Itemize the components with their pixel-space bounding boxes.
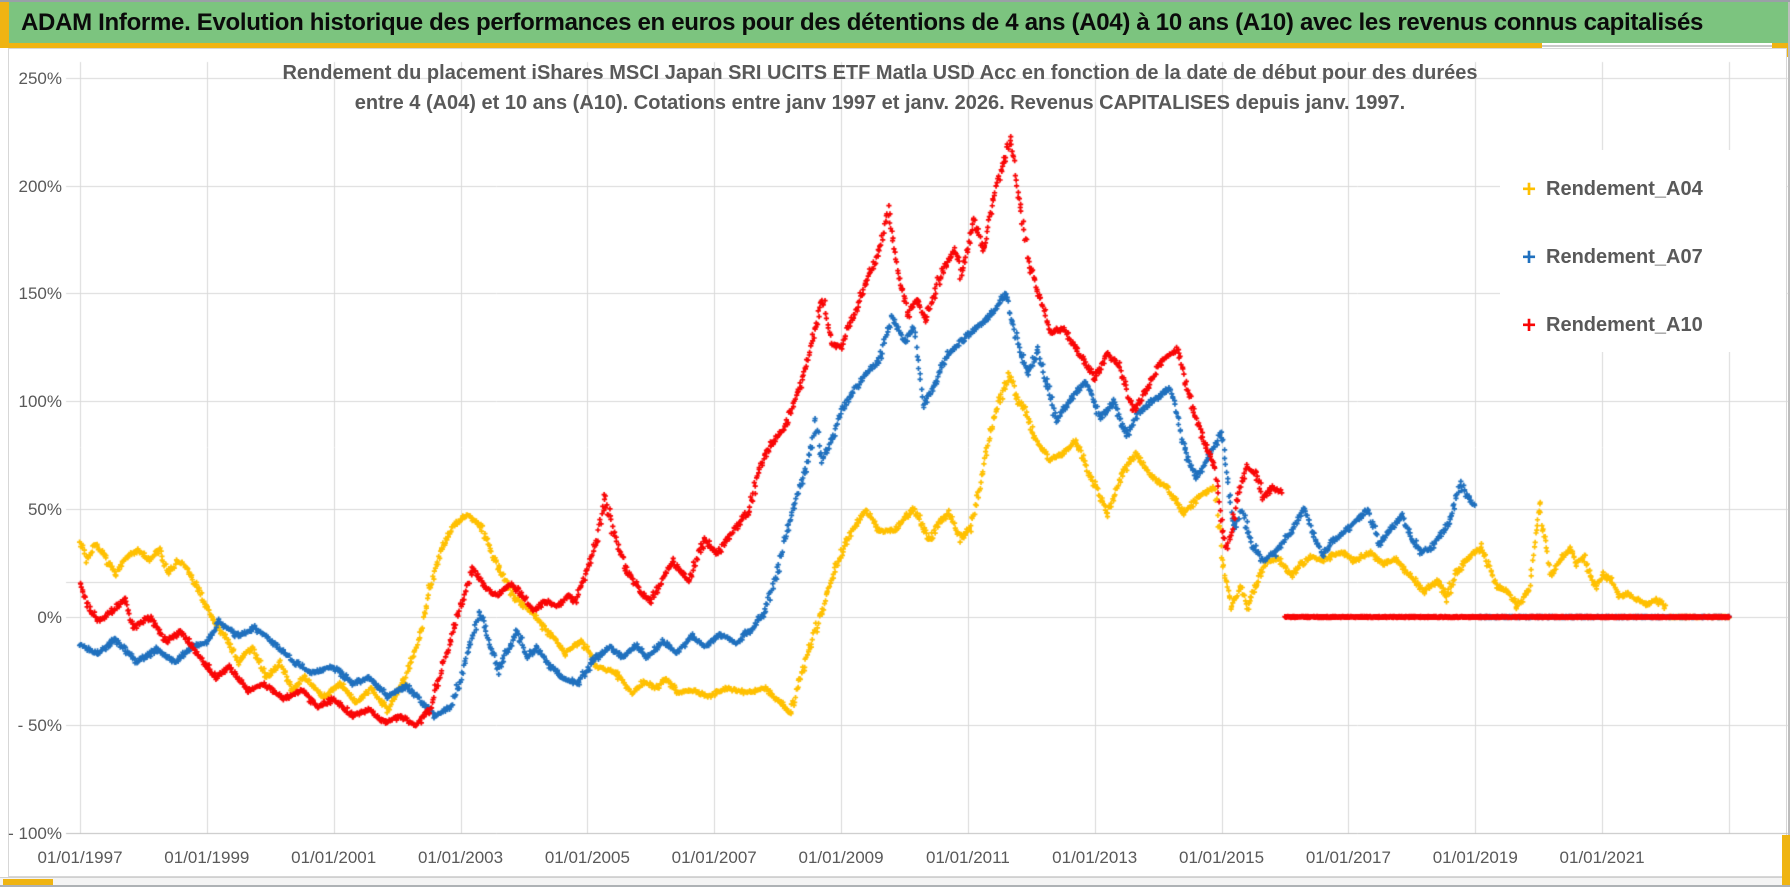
y-axis-label: 200% xyxy=(18,176,62,196)
x-axis-label: 01/01/1999 xyxy=(164,848,250,867)
chart-title-line1: Rendement du placement iShares MSCI Japa… xyxy=(282,62,1478,84)
plus-marker-icon: + xyxy=(1522,175,1537,203)
x-axis-label: 01/01/2005 xyxy=(544,848,630,867)
x-axis-label: 01/01/2019 xyxy=(1432,848,1518,867)
x-axis-label: 01/01/2007 xyxy=(671,848,757,867)
y-axis-label: 150% xyxy=(18,284,62,304)
bottom-border xyxy=(0,885,1790,887)
x-axis-label: 01/01/2009 xyxy=(798,848,884,867)
x-axis-label: 01/01/2015 xyxy=(1179,848,1265,867)
x-axis-label: 01/01/2021 xyxy=(1559,848,1645,867)
y-axis-label: 0% xyxy=(37,608,62,627)
legend-item-label: Rendement_A10 xyxy=(1546,314,1703,336)
chart-title-line2: entre 4 (A04) et 10 ans (A10). Cotations… xyxy=(354,92,1406,114)
horizontal-scrollbar[interactable] xyxy=(0,878,1790,886)
legend-item-label: Rendement_A04 xyxy=(1546,178,1703,200)
y-axis-label: 250% xyxy=(18,68,62,88)
y-axis-label: 50% xyxy=(27,500,62,520)
plus-marker-icon: + xyxy=(1522,311,1537,339)
x-axis-label: 01/01/2017 xyxy=(1305,848,1391,867)
scrollbar-thumb[interactable] xyxy=(3,879,53,885)
legend-item-a04[interactable]: + Rendement_A04 xyxy=(1522,175,1703,203)
x-axis-label: 01/01/2011 xyxy=(925,848,1010,867)
y-axis-label: - 50% xyxy=(17,715,62,735)
legend-item-a07[interactable]: + Rendement_A07 xyxy=(1522,243,1703,271)
y-axis-label: 100% xyxy=(18,392,62,412)
legend-item-a10[interactable]: + Rendement_A10 xyxy=(1522,311,1703,339)
legend: + Rendement_A04 + Rendement_A07 + Rendem… xyxy=(1500,150,1786,352)
x-axis-label: 01/01/2013 xyxy=(1052,848,1138,867)
x-axis-label: 01/01/2001 xyxy=(291,848,377,867)
y-axis-label: - 100% xyxy=(8,823,62,843)
x-axis-label: 01/01/1997 xyxy=(37,848,123,867)
chart-bottom-border xyxy=(0,877,1790,878)
legend-item-label: Rendement_A07 xyxy=(1546,246,1703,268)
plus-marker-icon: + xyxy=(1522,243,1537,271)
x-axis-label: 01/01/2003 xyxy=(417,848,504,867)
bottom-right-gold-accent xyxy=(1782,835,1790,886)
